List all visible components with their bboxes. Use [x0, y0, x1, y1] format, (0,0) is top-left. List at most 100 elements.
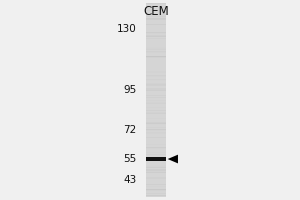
Bar	[146, 107, 166, 108]
Bar	[146, 88, 166, 90]
Bar	[146, 51, 166, 52]
Bar	[146, 84, 166, 86]
Bar	[146, 129, 166, 130]
Bar	[146, 32, 166, 33]
Bar	[146, 129, 166, 130]
Bar	[146, 123, 166, 124]
Bar	[146, 103, 166, 104]
Bar	[146, 10, 166, 11]
Bar	[146, 19, 166, 20]
Bar	[146, 167, 166, 168]
Bar	[146, 113, 166, 114]
Text: 55: 55	[124, 154, 137, 164]
Bar	[146, 147, 166, 148]
Bar	[146, 90, 166, 91]
Bar	[146, 90, 166, 91]
Bar	[146, 56, 166, 57]
Bar	[146, 169, 166, 170]
Bar	[146, 38, 166, 39]
Bar	[146, 84, 166, 85]
Bar	[146, 157, 166, 161]
Bar	[146, 76, 166, 77]
Bar	[146, 56, 166, 58]
Bar	[146, 71, 166, 73]
Bar	[146, 110, 166, 111]
Bar	[146, 160, 166, 161]
Bar	[146, 172, 166, 173]
Bar	[146, 172, 166, 173]
Bar	[146, 170, 166, 171]
Bar	[146, 158, 166, 159]
Text: 72: 72	[124, 125, 137, 135]
Text: CEM: CEM	[143, 5, 169, 18]
Bar	[146, 16, 166, 17]
Bar	[146, 32, 166, 33]
Bar	[146, 189, 166, 190]
Bar	[146, 49, 166, 50]
Bar	[146, 190, 166, 191]
Bar	[146, 137, 166, 138]
Bar	[146, 24, 166, 25]
Bar	[146, 189, 166, 190]
Bar	[146, 169, 166, 171]
Bar	[146, 133, 166, 134]
Bar	[146, 35, 166, 36]
Bar	[146, 85, 166, 86]
Bar	[146, 3, 166, 197]
Bar	[146, 123, 166, 124]
Bar	[146, 18, 166, 19]
Bar	[146, 48, 166, 49]
Bar	[146, 56, 166, 57]
Bar	[146, 159, 166, 160]
Bar	[146, 130, 166, 131]
Bar	[146, 148, 166, 149]
Bar	[146, 36, 166, 37]
Bar	[146, 144, 166, 145]
Bar	[146, 79, 166, 80]
Bar	[146, 189, 166, 190]
Bar	[146, 147, 166, 148]
Bar	[146, 100, 166, 101]
Bar	[146, 33, 166, 34]
Bar	[146, 14, 166, 15]
Bar	[146, 47, 166, 48]
Bar	[146, 97, 166, 98]
Bar	[146, 102, 166, 103]
Bar	[146, 24, 166, 25]
Bar	[146, 83, 166, 84]
Bar	[146, 124, 166, 125]
Text: 43: 43	[124, 175, 137, 185]
Bar	[146, 123, 166, 124]
Bar	[146, 195, 166, 196]
Bar	[146, 36, 166, 37]
Bar	[146, 118, 166, 119]
Text: 130: 130	[117, 24, 137, 34]
Bar	[146, 132, 166, 133]
Bar	[146, 95, 166, 96]
Bar	[146, 18, 166, 20]
Bar	[146, 167, 166, 168]
Bar	[146, 152, 166, 153]
Bar	[146, 84, 166, 85]
Bar	[146, 193, 166, 194]
Bar	[146, 195, 166, 196]
Bar	[146, 165, 166, 166]
Bar	[146, 127, 166, 128]
Bar	[146, 184, 166, 185]
Bar	[146, 172, 166, 173]
Bar	[146, 177, 166, 178]
Text: 95: 95	[124, 85, 137, 95]
Bar	[146, 80, 166, 81]
Bar	[146, 112, 166, 114]
Bar	[146, 184, 166, 185]
Bar	[146, 186, 166, 187]
Bar	[146, 2, 166, 4]
Bar	[146, 154, 166, 155]
Bar	[146, 122, 166, 123]
Bar	[146, 52, 166, 53]
Bar	[146, 75, 166, 76]
Polygon shape	[168, 155, 178, 163]
Bar	[146, 171, 166, 172]
Bar	[146, 166, 166, 167]
Bar	[146, 178, 166, 179]
